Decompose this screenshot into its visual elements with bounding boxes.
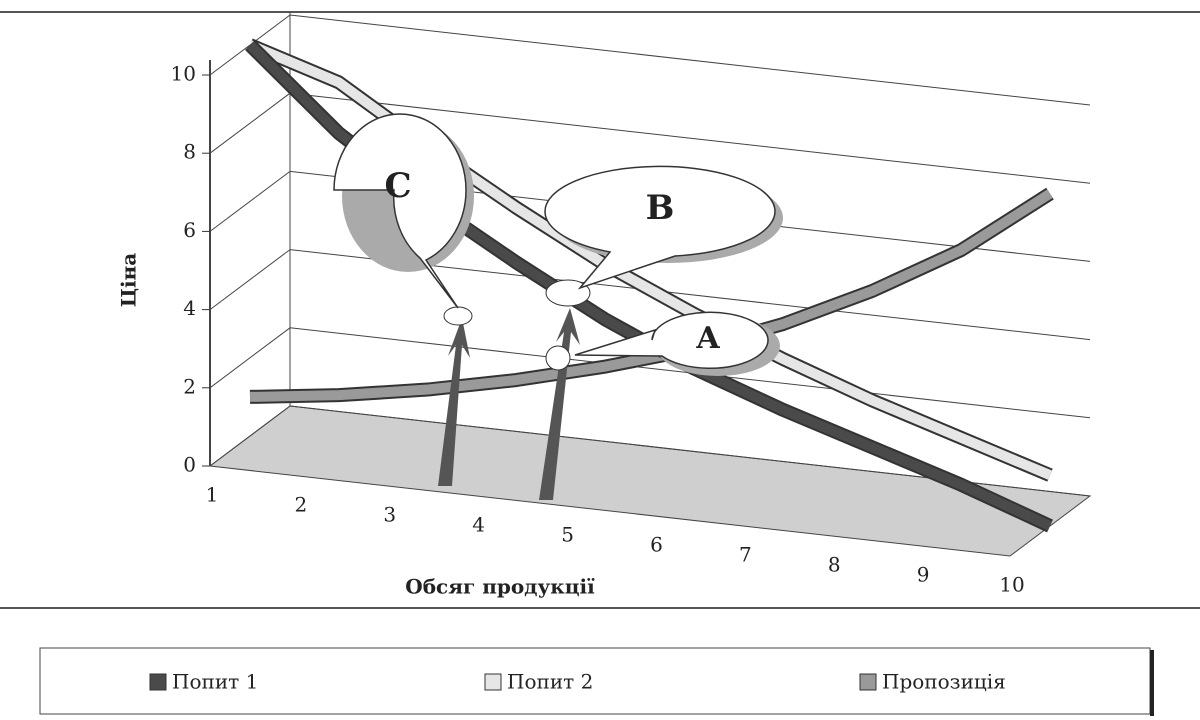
grid-line	[209, 92, 291, 154]
y-axis-title: Ціна	[117, 253, 141, 308]
arrow	[539, 308, 580, 500]
grid-line	[209, 170, 291, 232]
grid-line	[209, 327, 291, 389]
x-tick-label: 6	[650, 533, 663, 557]
x-axis-title: Обсяг продукції	[405, 575, 595, 599]
legend-swatch	[484, 673, 502, 691]
grid-line	[209, 405, 291, 467]
arrow	[438, 318, 470, 486]
legend: Попит 1 Попит 2 Пропозиція	[149, 670, 1006, 694]
series-line	[249, 189, 1053, 402]
x-tick-label: 4	[472, 513, 485, 537]
y-tick-label: 4	[183, 296, 196, 320]
callout-label: A	[695, 321, 720, 356]
series-line	[248, 40, 1052, 480]
callout-label: C	[384, 166, 411, 206]
x-tick-label: 3	[383, 503, 396, 527]
x-tick-label: 8	[828, 553, 841, 577]
legend-swatch	[859, 673, 877, 691]
callout	[574, 311, 769, 370]
grid-line	[289, 92, 1091, 184]
y-tick-label: 0	[183, 453, 196, 477]
x-tick-label: 9	[917, 563, 930, 587]
y-tick-label: 6	[183, 218, 196, 242]
callouts: C B A	[333, 113, 783, 376]
callout	[333, 113, 467, 309]
legend-label: Попит 2	[507, 670, 593, 694]
x-tick-label: 5	[561, 523, 574, 547]
arrows	[438, 308, 580, 500]
callout-label: B	[646, 188, 675, 228]
grid-line	[209, 249, 291, 311]
point-marker	[545, 345, 571, 371]
legend-label: Попит 1	[172, 670, 258, 694]
x-tick-label: 10	[999, 573, 1024, 597]
point-marker	[443, 306, 473, 326]
x-tick-label: 2	[295, 493, 308, 517]
point-marker	[545, 279, 591, 307]
callout	[544, 165, 776, 290]
legend-box	[39, 647, 1151, 715]
y-tick-label: 10	[171, 62, 196, 86]
x-tick-label: 7	[739, 543, 752, 567]
y-tick-label: 2	[183, 374, 196, 398]
x-tick-label: 1	[206, 483, 219, 507]
grid-line	[289, 14, 1091, 106]
legend-label: Пропозиція	[882, 670, 1006, 694]
y-tick-label: 8	[183, 140, 196, 164]
legend-swatch	[149, 673, 167, 691]
